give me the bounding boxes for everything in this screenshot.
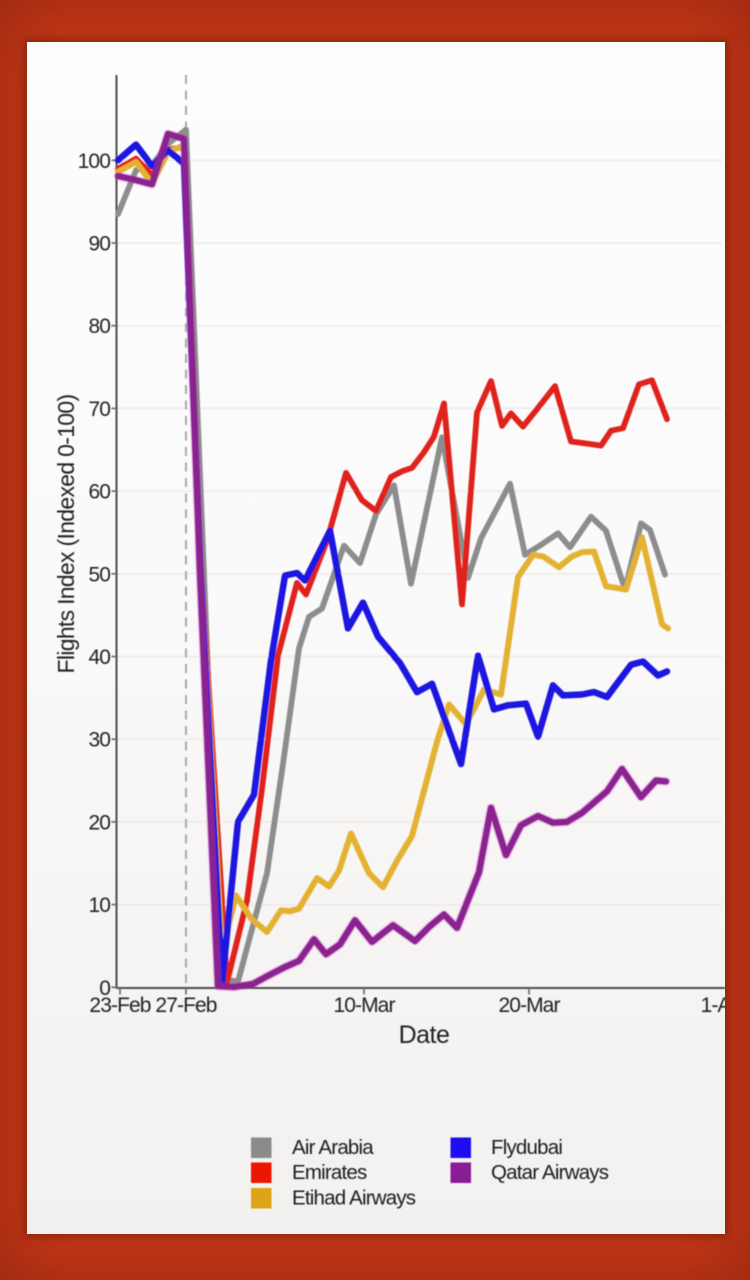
svg-text:60: 60: [88, 481, 110, 504]
svg-text:Flydubai: Flydubai: [491, 1136, 562, 1159]
svg-text:1-Apr: 1-Apr: [701, 994, 725, 1017]
svg-text:23-Feb: 23-Feb: [89, 994, 150, 1017]
svg-text:0: 0: [99, 977, 110, 1000]
svg-text:20: 20: [88, 811, 110, 834]
svg-text:Qatar Airways: Qatar Airways: [491, 1161, 609, 1184]
svg-text:50: 50: [88, 563, 110, 586]
svg-text:80: 80: [88, 315, 110, 338]
svg-text:40: 40: [88, 646, 110, 669]
svg-text:Flights Index (Indexed 0-100): Flights Index (Indexed 0-100): [53, 395, 79, 674]
svg-text:Air Arabia: Air Arabia: [292, 1136, 374, 1159]
svg-text:Date: Date: [399, 1021, 450, 1049]
svg-text:10-Mar: 10-Mar: [333, 994, 395, 1017]
svg-text:30: 30: [88, 729, 110, 752]
svg-text:70: 70: [88, 398, 110, 421]
svg-text:Etihad Airways: Etihad Airways: [292, 1187, 416, 1210]
svg-text:Emirates: Emirates: [292, 1161, 367, 1184]
svg-text:20-Mar: 20-Mar: [498, 994, 560, 1017]
svg-text:27-Feb: 27-Feb: [155, 994, 216, 1017]
svg-text:100: 100: [78, 150, 111, 173]
svg-text:90: 90: [88, 233, 110, 256]
svg-text:10: 10: [88, 894, 110, 917]
